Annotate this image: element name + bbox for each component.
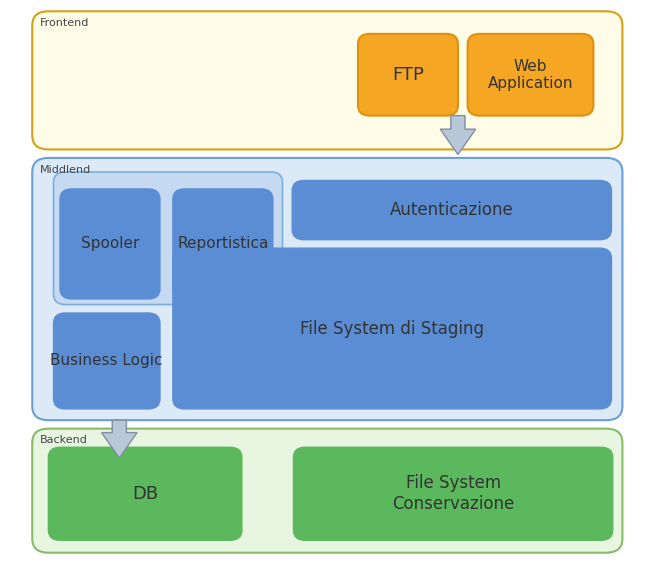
FancyBboxPatch shape: [292, 180, 611, 240]
Text: Reportistica: Reportistica: [177, 236, 268, 252]
FancyBboxPatch shape: [54, 172, 283, 305]
Text: Frontend: Frontend: [40, 18, 90, 28]
FancyBboxPatch shape: [32, 11, 622, 149]
Text: Business Logic: Business Logic: [50, 354, 163, 368]
Text: Spooler: Spooler: [81, 236, 139, 252]
Polygon shape: [102, 420, 137, 458]
Text: Web
Application: Web Application: [488, 59, 573, 91]
FancyBboxPatch shape: [32, 158, 622, 420]
FancyBboxPatch shape: [468, 34, 593, 116]
Text: Middlend: Middlend: [40, 165, 91, 175]
FancyBboxPatch shape: [32, 429, 622, 553]
Text: Backend: Backend: [40, 435, 88, 446]
FancyBboxPatch shape: [173, 189, 273, 299]
FancyBboxPatch shape: [60, 189, 160, 299]
Text: DB: DB: [132, 485, 158, 503]
FancyBboxPatch shape: [358, 34, 458, 116]
Polygon shape: [440, 116, 475, 155]
Text: Autenticazione: Autenticazione: [390, 201, 513, 219]
Text: FTP: FTP: [392, 66, 424, 83]
FancyBboxPatch shape: [173, 248, 611, 409]
FancyBboxPatch shape: [54, 313, 160, 409]
FancyBboxPatch shape: [293, 447, 613, 540]
Text: File System
Conservazione: File System Conservazione: [392, 474, 514, 513]
Text: File System di Staging: File System di Staging: [300, 320, 484, 337]
FancyBboxPatch shape: [48, 447, 242, 540]
